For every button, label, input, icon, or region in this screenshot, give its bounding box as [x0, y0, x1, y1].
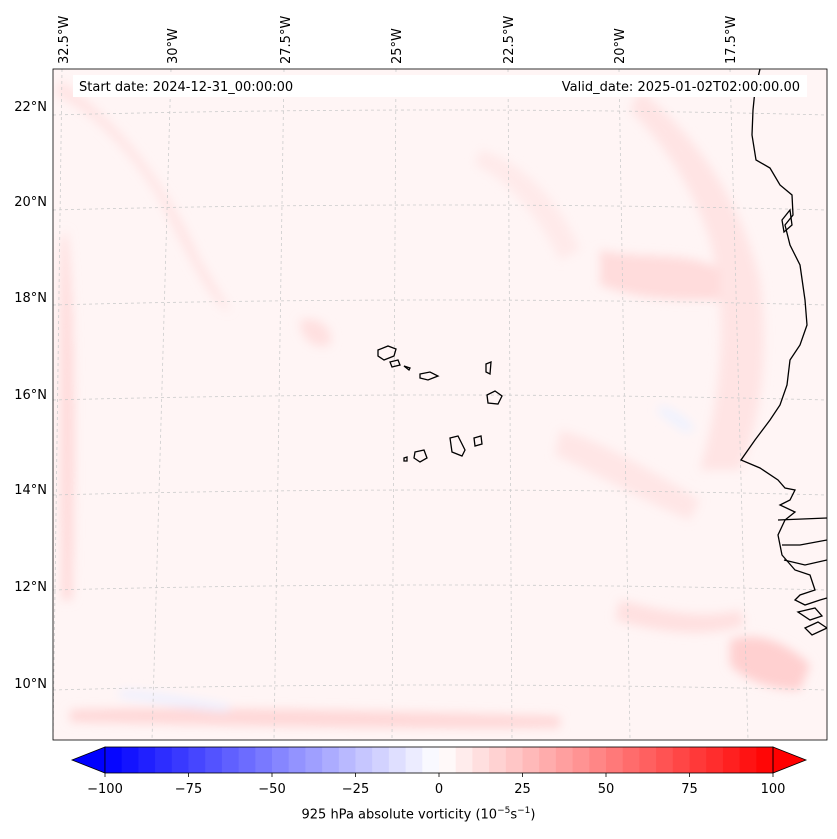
colorbar-cell	[505, 747, 523, 773]
colorbar-cells	[105, 747, 774, 773]
colorbar-extend-high	[772, 746, 808, 774]
colorbar-cell	[255, 747, 273, 773]
valid-date-label: Valid_date: 2025-01-02T02:00:00.00	[562, 80, 800, 95]
colorbar-cell	[539, 747, 557, 773]
colorbar-tick-label: 75	[681, 782, 698, 797]
colorbar-cell	[589, 747, 607, 773]
lat-label-16n: 16°N	[14, 388, 47, 403]
lon-label-30w: 30°W	[166, 28, 181, 64]
colorbar-cell	[305, 747, 323, 773]
colorbar-tick-label: 25	[514, 782, 531, 797]
colorbar-cell	[338, 747, 356, 773]
colorbar-cell	[322, 747, 340, 773]
colorbar-cell	[355, 747, 373, 773]
colorbar-cell	[221, 747, 240, 773]
colorbar-cell	[639, 747, 657, 773]
colorbar-tick-label: −100	[87, 782, 123, 797]
colorbar-cell	[121, 747, 139, 773]
colorbar-cell	[439, 747, 457, 773]
colorbar-cell	[171, 747, 189, 773]
map-frame	[52, 68, 828, 741]
colorbar-tick-label: 50	[598, 782, 615, 797]
colorbar-cell	[238, 747, 256, 773]
colorbar-tick-label: 100	[761, 782, 786, 797]
colorbar-cell	[606, 747, 624, 773]
colorbar-ticks	[104, 773, 774, 777]
colorbar-cell	[489, 747, 507, 773]
colorbar-cell	[739, 747, 757, 773]
lon-label-20w: 20°W	[613, 28, 628, 64]
lat-label-10n: 10°N	[14, 677, 47, 692]
colorbar-cell	[138, 747, 156, 773]
lon-label-27-5w: 27.5°W	[279, 16, 294, 64]
colorbar-cell	[656, 747, 674, 773]
colorbar-tick-label: 0	[435, 782, 443, 797]
colorbar-cell	[272, 747, 290, 773]
islands	[377, 345, 503, 463]
colorbar-tick-label: −75	[175, 782, 202, 797]
coastline	[740, 69, 827, 636]
start-date-label: Start date: 2024-12-31_00:00:00	[79, 80, 293, 95]
lat-label-18n: 18°N	[14, 291, 47, 306]
colorbar-cell	[706, 747, 724, 773]
latitude-labels: 22°N 20°N 18°N 16°N 14°N 12°N 10°N	[14, 100, 47, 692]
colorbar-cell	[672, 747, 690, 773]
map-panel[interactable]: Start date: 2024-12-31_00:00:00 Valid_da…	[52, 68, 828, 741]
colorbar-cell	[522, 747, 540, 773]
lat-label-14n: 14°N	[14, 483, 47, 498]
lon-label-17-5w: 17.5°W	[724, 16, 739, 64]
lat-label-20n: 20°N	[14, 195, 47, 210]
gridlines	[53, 69, 827, 740]
colorbar-cell	[388, 747, 407, 773]
lat-label-12n: 12°N	[14, 580, 47, 595]
colorbar-cell	[105, 747, 123, 773]
colorbar-cell	[622, 747, 640, 773]
colorbar: −100 −75 −50 −25 0 25 50 75 100	[70, 746, 808, 797]
colorbar-cell	[555, 747, 574, 773]
colorbar-cell	[288, 747, 306, 773]
colorbar-cell	[756, 747, 774, 773]
colorbar-cell	[572, 747, 590, 773]
lon-label-25w: 25°W	[390, 28, 405, 64]
colorbar-tick-label: −25	[342, 782, 369, 797]
colorbar-cell	[205, 747, 223, 773]
lat-label-22n: 22°N	[14, 100, 47, 115]
colorbar-cell	[188, 747, 206, 773]
colorbar-extend-low	[70, 746, 106, 774]
colorbar-cell	[455, 747, 473, 773]
colorbar-tick-label: −50	[258, 782, 285, 797]
info-strip	[73, 75, 807, 97]
colorbar-cell	[722, 747, 741, 773]
longitude-labels: 32.5°W 30°W 27.5°W 25°W 22.5°W 20°W 17.5…	[57, 16, 739, 64]
colorbar-axis-title: 925 hPa absolute vorticity (10−5s−1)	[301, 806, 536, 823]
colorbar-cell	[405, 747, 423, 773]
colorbar-cell	[472, 747, 490, 773]
lon-label-32-5w: 32.5°W	[57, 16, 72, 64]
colorbar-cell	[155, 747, 173, 773]
colorbar-cell	[422, 747, 440, 773]
colorbar-cell	[372, 747, 390, 773]
colorbar-cell	[689, 747, 707, 773]
lon-label-22-5w: 22.5°W	[502, 16, 517, 64]
